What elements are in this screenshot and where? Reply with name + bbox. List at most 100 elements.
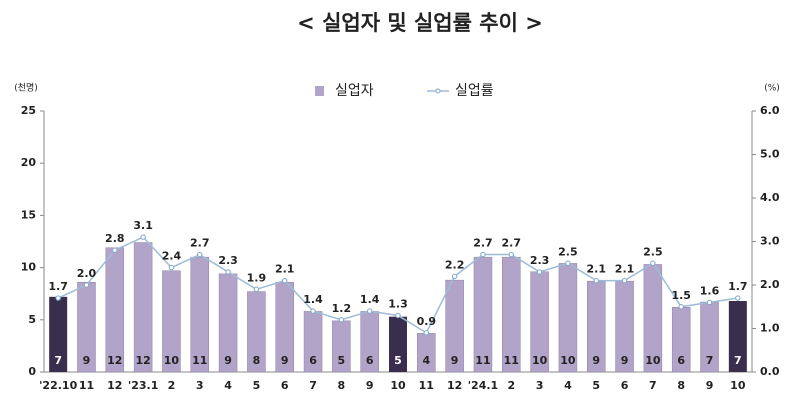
rate-value-label: 3.1 [133,219,153,232]
rate-value-label: 2.7 [502,237,522,250]
x-tick-label: 10 [390,379,406,392]
bar [49,296,68,372]
y-tick-label: 5 [28,313,36,326]
y-tick-label: 10 [21,261,37,274]
x-tick-label: 8 [677,379,685,392]
x-tick-label: 10 [730,379,746,392]
y-tick-label: 15 [21,208,36,221]
rate-point [338,317,345,323]
bar-value-label: 10 [532,354,548,367]
rate-point [282,277,288,284]
rate-value-label: 2.7 [190,237,210,250]
x-tick-label: '23.1 [128,379,159,392]
bar-value-label: 10 [645,354,661,367]
rate-point [621,277,628,284]
rate-value-label: 2.1 [615,263,635,276]
bar-value-label: 7 [734,354,742,367]
x-tick-label: 11 [419,379,434,392]
y-axis-label: (천명) [14,83,38,94]
rate-value-label: 2.4 [162,250,182,263]
bar-value-label: 11 [475,354,490,367]
x-tick-label: 7 [309,379,317,392]
y2-tick-label: 5.0 [760,148,780,161]
rate-point [706,299,713,306]
rate-point [366,308,373,314]
y2-tick-label: 2.0 [760,278,780,291]
x-tick-label: 5 [253,379,261,392]
x-tick-label: 4 [564,379,572,392]
bar-value-label: 7 [54,354,62,367]
rate-point [112,247,118,253]
legend-marker [435,88,441,94]
x-tick-label: 3 [536,379,544,392]
x-tick-label: 2 [507,379,515,392]
rate-point [253,286,260,293]
bar-value-label: 5 [394,354,402,367]
rate-value-label: 1.4 [360,293,380,306]
rate-value-label: 2.5 [558,245,578,258]
bar-value-label: 6 [366,354,374,367]
x-tick-label: 4 [224,379,232,392]
bar [445,279,464,373]
y2-tick-label: 0.0 [760,365,780,378]
x-tick-label: 12 [107,379,122,392]
y2-tick-label: 4.0 [760,191,780,204]
rate-point [310,308,316,314]
bar-value-label: 4 [422,354,430,367]
x-tick-label: 5 [592,379,600,392]
bar-value-label: 9 [83,354,91,367]
bar-value-label: 10 [560,354,576,367]
bar-value-label: 12 [135,354,150,367]
rate-point [565,260,571,266]
bar-value-label: 6 [677,354,685,367]
rate-value-label: 1.2 [332,302,352,315]
bar [77,281,96,373]
legend-label: 실업자 [335,83,374,99]
bar-value-label: 11 [504,354,519,367]
rate-point [735,295,741,301]
y-tick-label: 0 [28,365,36,378]
x-tick-label: 9 [366,379,374,392]
x-tick-label: 3 [196,379,204,392]
bar-value-label: 9 [281,354,289,367]
x-tick-label: 6 [621,379,629,392]
bar-value-label: 9 [621,354,629,367]
bar [133,242,153,373]
bar-value-label: 5 [338,354,346,367]
x-tick-label: 6 [281,379,289,392]
rate-value-label: 2.1 [586,263,606,276]
rate-value-label: 1.9 [247,271,267,284]
rate-point [678,304,684,310]
x-tick-label: '22.10 [39,379,78,392]
bar [389,316,407,372]
bar-value-label: 6 [309,354,317,367]
x-tick-label: '24.1 [468,379,499,392]
y-tick-label: 20 [21,156,37,169]
rate-point [168,264,175,271]
bar-value-label: 9 [592,354,600,367]
rate-value-label: 1.4 [303,293,323,306]
rate-value-label: 2.8 [105,232,125,245]
rate-value-label: 1.3 [388,297,408,310]
y2-tick-label: 6.0 [760,104,780,117]
rate-value-label: 2.5 [643,245,663,258]
bar-value-label: 12 [107,354,122,367]
rate-value-label: 1.7 [48,280,68,293]
rate-value-label: 2.7 [473,237,493,250]
x-tick-label: 11 [79,379,94,392]
rate-value-label: 1.6 [700,284,720,297]
rate-value-label: 0.9 [417,315,437,328]
rate-point [83,282,90,288]
rate-value-label: 2.1 [275,263,295,276]
x-tick-label: 9 [706,379,714,392]
bar-value-label: 9 [224,354,232,367]
x-tick-label: 7 [649,379,657,392]
rate-point [55,295,61,301]
rate-point [225,269,231,275]
rate-value-label: 2.2 [445,258,465,271]
rate-point [140,234,146,240]
y2-axis-label: (%) [764,84,780,94]
y2-tick-label: 3.0 [760,235,780,248]
rate-point [508,251,514,258]
